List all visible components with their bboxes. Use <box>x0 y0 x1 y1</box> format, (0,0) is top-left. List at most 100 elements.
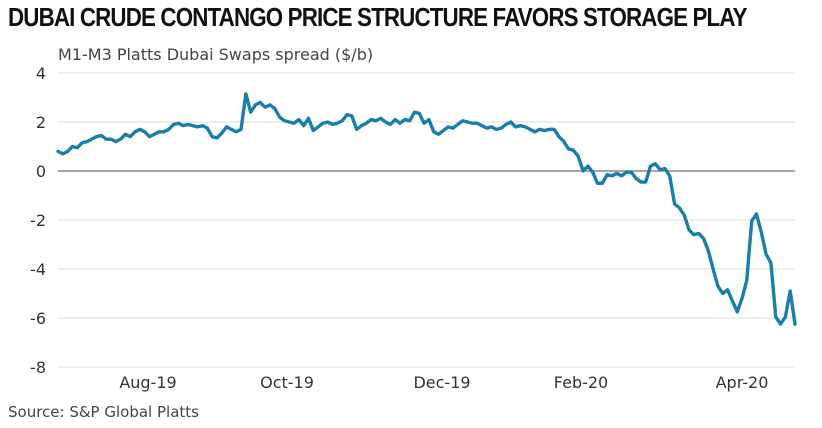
data-point <box>770 262 772 264</box>
data-point <box>712 268 714 270</box>
data-point <box>572 149 574 151</box>
data-point <box>187 123 189 125</box>
data-point <box>317 126 319 128</box>
x-tick-labels: Aug-19 Oct-19 Dec-19 Feb-20 Apr-20 <box>119 373 768 392</box>
data-point <box>173 123 175 125</box>
data-point <box>780 323 782 325</box>
data-point <box>409 120 411 122</box>
data-point <box>592 171 594 173</box>
data-point <box>153 133 155 135</box>
data-point <box>375 120 377 122</box>
data-point <box>394 119 396 121</box>
data-point <box>476 122 478 124</box>
y-tick-label: -2 <box>30 211 46 230</box>
data-point <box>163 131 165 133</box>
data-point <box>630 171 632 173</box>
y-tick-label: 4 <box>36 64 46 83</box>
data-point <box>597 182 598 184</box>
data-point <box>279 116 281 118</box>
data-point <box>577 155 579 157</box>
data-point <box>192 125 194 127</box>
data-point <box>553 128 555 130</box>
data-point <box>736 311 738 313</box>
chart-title: DUBAI CRUDE CONTANGO PRICE STRUCTURE FAV… <box>8 2 748 32</box>
data-point <box>404 119 406 121</box>
data-point <box>139 128 141 130</box>
data-point <box>548 128 550 130</box>
data-point <box>230 128 232 130</box>
data-point <box>380 117 382 119</box>
gridlines <box>58 72 795 368</box>
data-point <box>149 136 151 138</box>
data-point <box>500 127 502 129</box>
data-point <box>370 119 372 121</box>
data-point <box>731 300 733 302</box>
data-point <box>645 181 647 183</box>
data-point <box>688 229 690 231</box>
data-point <box>784 316 786 318</box>
data-point <box>755 213 757 215</box>
data-point <box>625 171 627 173</box>
data-point <box>707 250 709 252</box>
data-point <box>240 128 242 130</box>
data-point <box>226 126 228 128</box>
x-tick-label: Dec-19 <box>413 373 470 392</box>
data-point <box>71 146 73 147</box>
data-point <box>601 182 603 184</box>
data-point <box>674 203 676 205</box>
data-point <box>649 165 651 167</box>
data-point <box>100 134 102 136</box>
data-point <box>259 101 261 103</box>
data-points <box>57 93 796 325</box>
x-tick-label: Aug-19 <box>119 373 176 392</box>
y-tick-label: -4 <box>30 260 46 279</box>
data-point <box>727 289 729 291</box>
data-point <box>418 112 420 114</box>
data-point <box>216 137 218 139</box>
data-point <box>336 122 338 124</box>
data-point <box>640 181 642 183</box>
data-point <box>303 125 305 127</box>
data-point <box>274 108 276 110</box>
y-tick-label: 0 <box>36 162 46 181</box>
data-point <box>389 123 391 125</box>
y-tick-label: -6 <box>30 309 46 328</box>
data-point <box>235 131 237 133</box>
data-point <box>664 168 666 170</box>
data-point <box>120 138 122 140</box>
data-point <box>683 214 685 216</box>
data-point <box>57 150 59 152</box>
data-point <box>582 170 584 172</box>
data-point <box>360 125 362 127</box>
data-point <box>563 141 565 143</box>
data-point <box>399 122 401 124</box>
data-point <box>471 122 473 124</box>
data-point <box>447 126 449 128</box>
data-point <box>250 111 252 113</box>
data-point <box>462 120 464 122</box>
data-point <box>746 279 748 281</box>
data-point <box>86 141 88 143</box>
data-point <box>789 290 791 292</box>
data-point <box>654 163 656 165</box>
data-point <box>438 133 440 135</box>
data-point <box>481 125 483 127</box>
data-point <box>96 136 98 138</box>
data-point <box>385 121 387 123</box>
x-tick-label: Feb-20 <box>554 373 608 392</box>
y-tick-label: -8 <box>30 358 46 377</box>
data-point <box>76 147 78 149</box>
data-point <box>124 133 126 135</box>
data-point <box>158 131 160 133</box>
data-point <box>693 234 695 236</box>
x-tick-label: Oct-19 <box>260 373 314 392</box>
data-point <box>616 172 618 174</box>
data-point <box>62 153 64 155</box>
data-point <box>351 115 353 117</box>
data-point <box>510 121 512 123</box>
data-point <box>211 136 213 138</box>
data-point <box>413 111 415 113</box>
data-point <box>81 142 83 144</box>
data-point <box>524 126 526 128</box>
